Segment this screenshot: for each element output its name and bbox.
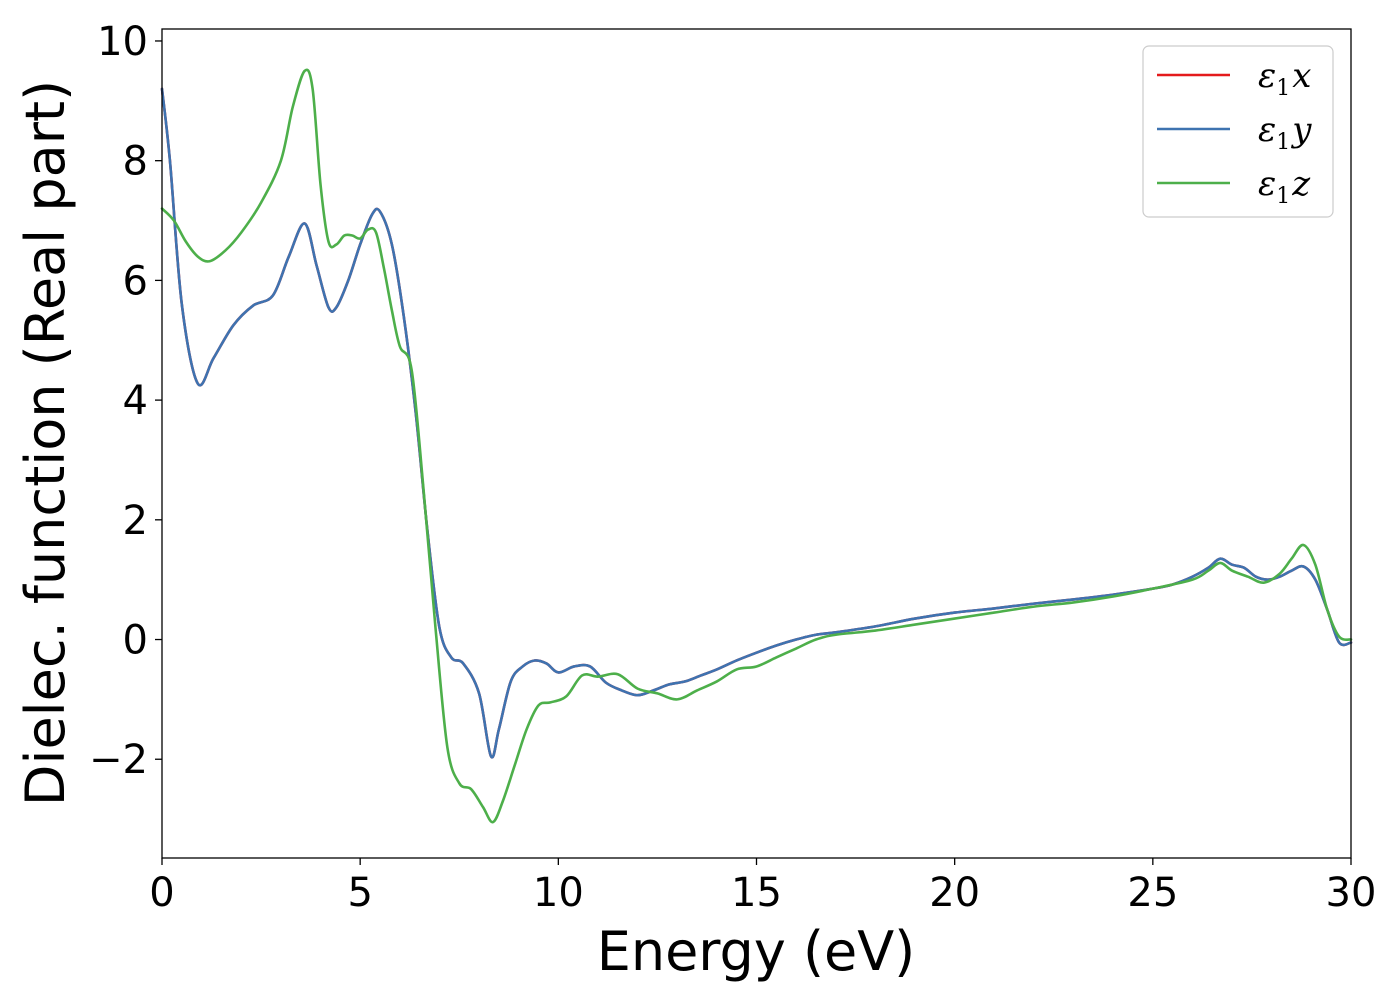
y-tick-label: 4 — [123, 378, 148, 424]
y-ticks: −2 0 2 4 6 8 10 — [89, 19, 162, 783]
series-line-y — [160, 87, 1353, 759]
y-tick-label: 0 — [123, 618, 148, 664]
x-tick-label: 25 — [1127, 870, 1178, 916]
x-tick-label: 20 — [929, 870, 980, 916]
x-ticks: 0 5 10 15 20 25 30 — [149, 858, 1376, 916]
x-axis-label: Energy (eV) — [597, 920, 916, 983]
x-tick-label: 15 — [731, 870, 782, 916]
y-tick-label: 6 — [123, 258, 148, 304]
x-tick-label: 30 — [1326, 870, 1377, 916]
legend-label-y: ε1y — [1258, 110, 1312, 155]
y-axis-label: Dielec. function (Real part) — [14, 80, 77, 806]
legend-label-x: ε1x — [1258, 56, 1311, 101]
legend: ε1x ε1y ε1z — [1142, 45, 1334, 218]
legend-label-z: ε1z — [1258, 164, 1311, 209]
x-tick-label: 10 — [533, 870, 584, 916]
series-line-z — [160, 68, 1353, 824]
series-layer — [160, 68, 1353, 824]
y-tick-label: 8 — [123, 139, 148, 185]
legend-box — [1142, 45, 1334, 218]
x-tick-label: 0 — [149, 870, 174, 916]
y-tick-label: 2 — [123, 498, 148, 544]
y-tick-label: 10 — [97, 19, 148, 65]
y-tick-label: −2 — [89, 737, 148, 783]
x-tick-label: 5 — [347, 870, 372, 916]
